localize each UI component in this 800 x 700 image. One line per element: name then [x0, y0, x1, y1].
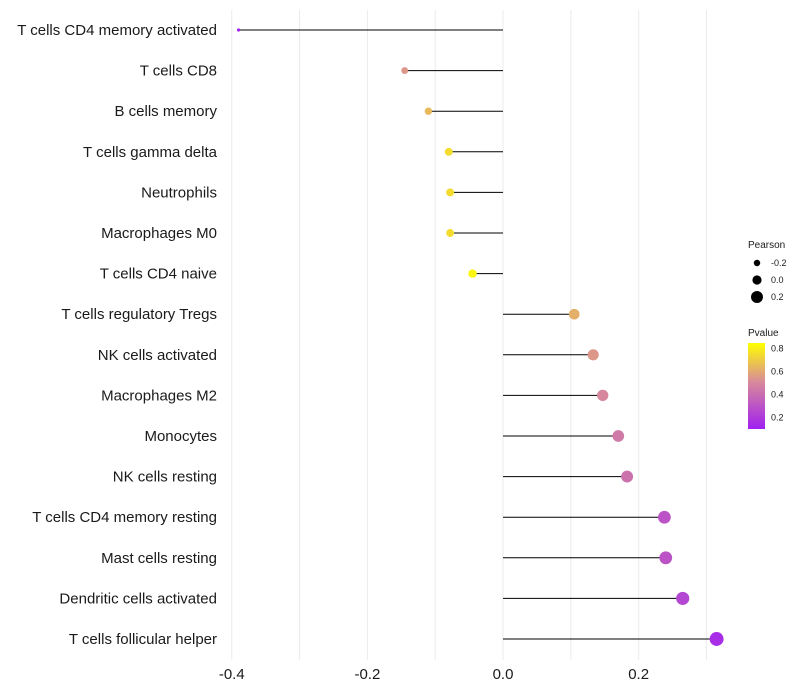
legend: Pearson -0.2 0.0 0.2 Pvalue 0.8 0.6 0.4 0.2	[748, 240, 787, 429]
category-label: NK cells resting	[113, 469, 217, 486]
lollipop-point	[446, 229, 455, 237]
category-label: T cells CD4 naive	[100, 266, 217, 283]
lollipop-point	[424, 107, 433, 115]
category-label: T cells regulatory Tregs	[61, 306, 217, 323]
size-legend-dot	[753, 259, 761, 267]
lollipop-point	[587, 349, 599, 361]
category-label: Dendritic cells activated	[59, 590, 217, 607]
category-label: B cells memory	[114, 103, 217, 120]
pvalue-colorbar	[748, 343, 765, 429]
size-legend-label: -0.2	[771, 258, 787, 268]
category-label: Macrophages M2	[101, 387, 217, 404]
lollipop-point	[709, 632, 724, 646]
lollipop-point	[676, 591, 690, 605]
lollipop-point	[446, 188, 455, 197]
size-legend-label: 0.2	[771, 292, 784, 302]
category-label: T cells CD8	[140, 63, 217, 80]
category-label: T cells follicular helper	[69, 631, 217, 648]
lollipop-point	[612, 430, 625, 442]
category-label: T cells gamma delta	[83, 144, 218, 161]
category-label: NK cells activated	[98, 347, 217, 364]
color-legend-label: 0.4	[771, 390, 784, 400]
category-label: Mast cells resting	[101, 550, 217, 567]
size-legend-label: 0.0	[771, 275, 784, 285]
x-tick-label: -0.2	[354, 666, 380, 683]
grid-lines	[231, 10, 707, 660]
lollipop-point	[597, 389, 609, 402]
color-legend-title: Pvalue	[748, 328, 779, 339]
lollipop-point	[568, 308, 580, 320]
lollipop-point	[468, 269, 477, 278]
lollipop-points	[236, 28, 724, 646]
size-legend-dot	[752, 275, 762, 285]
category-label: Neutrophils	[141, 184, 217, 201]
color-legend-label: 0.8	[771, 344, 784, 354]
lollipop-point	[401, 67, 409, 75]
color-legend-ticks: 0.8 0.6 0.4 0.2	[771, 344, 784, 423]
category-labels: T cells CD4 memory activated T cells CD8 B…	[17, 22, 217, 648]
color-legend-label: 0.6	[771, 367, 784, 377]
lollipop-segments	[238, 29, 717, 640]
x-tick-label: 0.0	[493, 666, 514, 683]
lollipop-point	[659, 551, 673, 565]
lollipop-point	[444, 147, 453, 156]
category-label: T cells CD4 memory activated	[17, 22, 217, 39]
category-label: T cells CD4 memory resting	[32, 509, 217, 526]
x-tick-label: -0.4	[219, 666, 245, 683]
lollipop-point	[236, 28, 241, 32]
lollipop-point	[658, 510, 671, 524]
x-tick-label: 0.2	[628, 666, 649, 683]
color-legend-label: 0.2	[771, 413, 784, 423]
size-legend-title: Pearson	[748, 240, 785, 251]
category-label: Monocytes	[144, 428, 217, 445]
category-label: Macrophages M0	[101, 225, 217, 242]
size-legend-dot	[751, 291, 763, 303]
x-axis-ticks: -0.4 -0.2 0.0 0.2	[219, 666, 649, 683]
size-legend-items: -0.2 0.0 0.2	[751, 258, 787, 303]
lollipop-point	[621, 470, 634, 483]
